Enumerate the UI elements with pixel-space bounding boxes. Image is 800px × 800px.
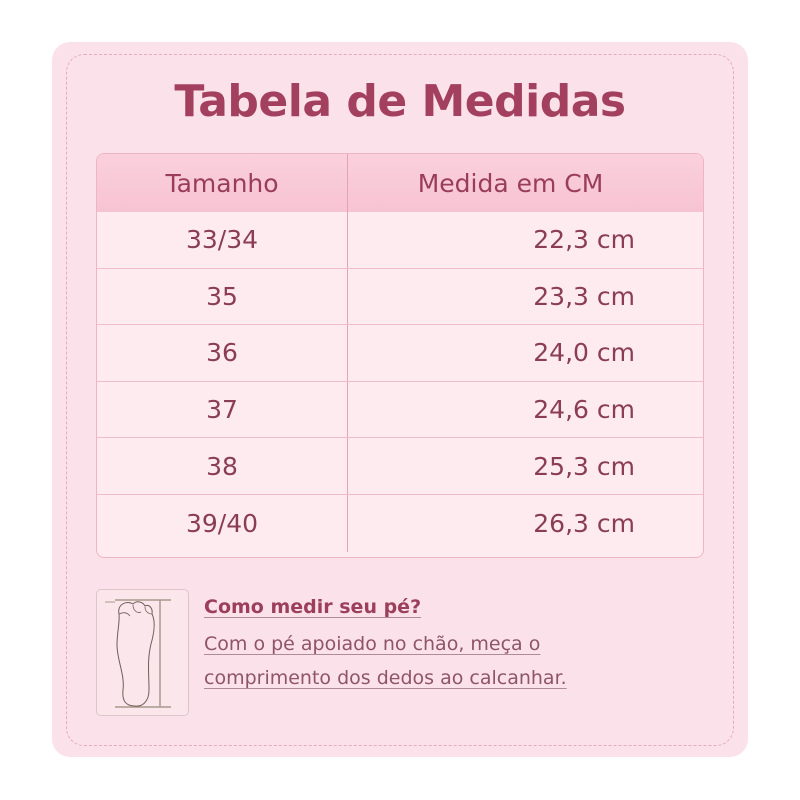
table-row: 33/34 22,3 cm [97,212,703,269]
how-to-heading: Como medir seu pé? [204,596,422,618]
measure-cell: 26,3 cm [533,508,635,538]
size-cell: 35 [97,268,348,325]
measure-cell: 25,3 cm [533,451,635,481]
foot-outline-icon [105,599,171,708]
measure-cell: 22,3 cm [533,225,635,255]
how-to-measure: Como medir seu pé? Com o pé apoiado no c… [204,596,567,695]
page-title: Tabela de Medidas [174,76,626,127]
table-row: 38 25,3 cm [97,438,703,495]
dashed-border [66,54,734,746]
measure-cell: 23,3 cm [533,281,635,311]
size-cell: 38 [97,438,348,494]
measure-cell: 24,6 cm [533,395,635,425]
header-measure: Medida em CM [417,168,604,198]
size-table: Tamanho Medida em CM 33/34 22,3 cm 35 23,3 … [96,153,704,558]
size-cell: 39/40 [97,494,348,552]
size-cell: 37 [97,381,348,438]
table-row: 36 24,0 cm [97,325,703,382]
header-size: Tamanho [97,154,348,212]
how-to-line-2: comprimento dos dedos ao calcanhar. [204,667,567,689]
foot-illustration [96,589,189,716]
table-row: 39/40 26,3 cm [97,494,703,552]
how-to-line-1: Com o pé apoiado no chão, meça o [204,633,541,655]
table-row: 35 23,3 cm [97,268,703,326]
size-cell: 33/34 [97,212,348,268]
size-cell: 36 [97,325,348,381]
table-row: 37 24,6 cm [97,381,703,439]
measure-cell: 24,0 cm [533,338,635,368]
table-header: Tamanho Medida em CM [97,154,703,212]
